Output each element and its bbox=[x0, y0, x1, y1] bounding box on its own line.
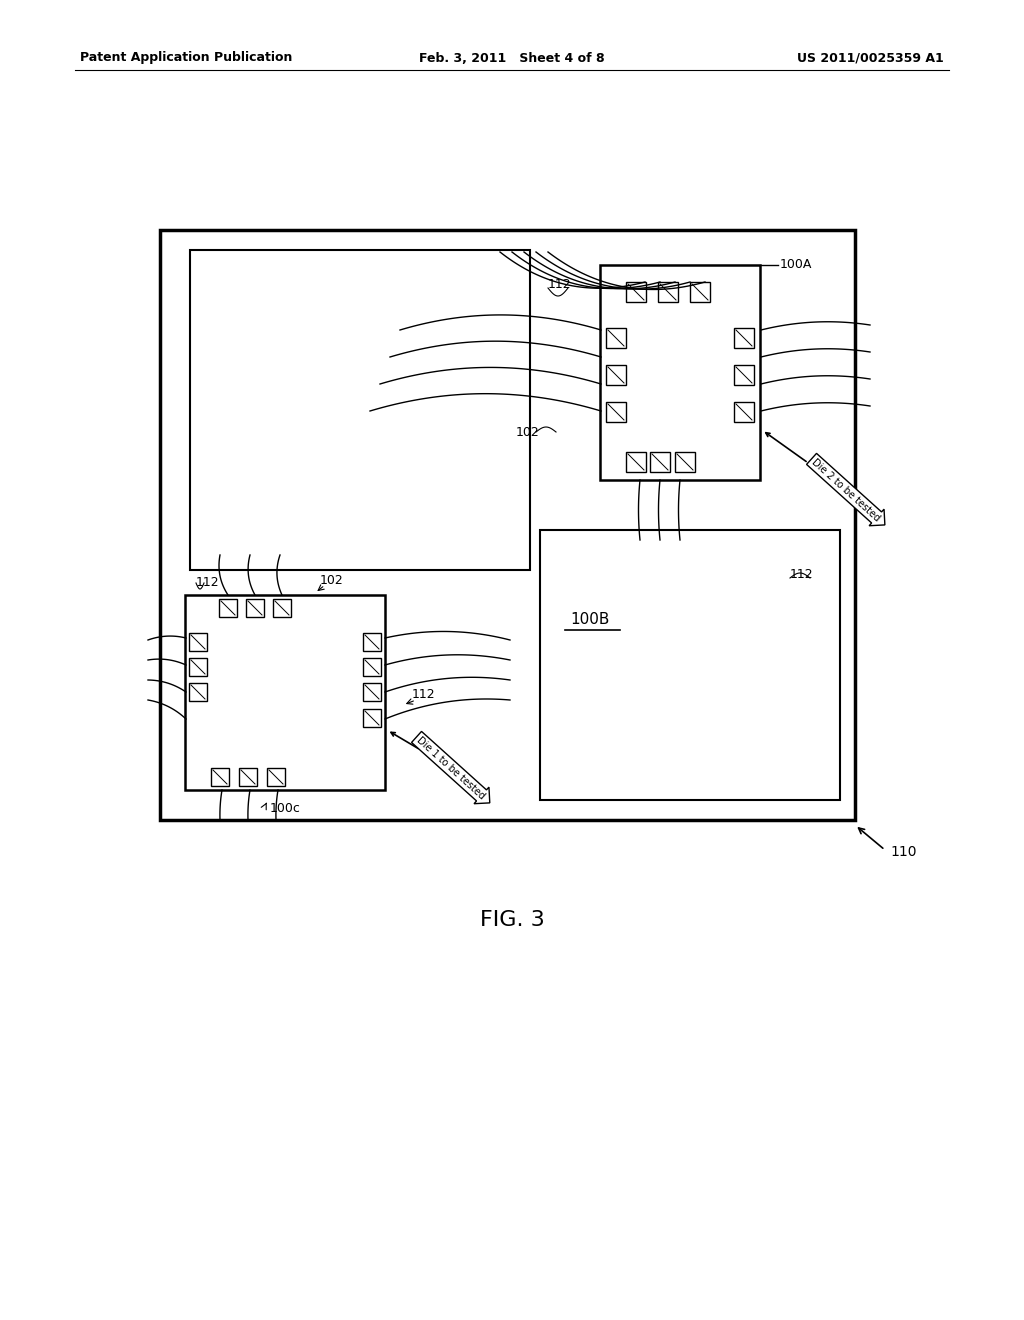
Bar bbox=[219, 599, 237, 616]
Bar bbox=[189, 657, 207, 676]
Bar bbox=[273, 599, 291, 616]
Bar bbox=[362, 634, 381, 651]
Text: 102: 102 bbox=[516, 425, 540, 438]
Bar bbox=[690, 282, 710, 302]
Bar bbox=[362, 709, 381, 727]
Text: US 2011/0025359 A1: US 2011/0025359 A1 bbox=[798, 51, 944, 65]
Bar bbox=[239, 768, 257, 785]
Text: 112: 112 bbox=[548, 279, 571, 292]
Text: 112: 112 bbox=[790, 569, 814, 582]
Text: 100c: 100c bbox=[270, 801, 301, 814]
Text: FIG. 3: FIG. 3 bbox=[479, 909, 545, 931]
Bar bbox=[626, 451, 646, 473]
Text: Feb. 3, 2011   Sheet 4 of 8: Feb. 3, 2011 Sheet 4 of 8 bbox=[419, 51, 605, 65]
Bar bbox=[362, 682, 381, 701]
Bar bbox=[185, 595, 385, 789]
Text: 102: 102 bbox=[319, 573, 344, 586]
Text: Patent Application Publication: Patent Application Publication bbox=[80, 51, 293, 65]
Bar bbox=[734, 366, 754, 385]
Bar bbox=[606, 366, 626, 385]
Text: 112: 112 bbox=[412, 689, 435, 701]
Text: Die 1 to be tested: Die 1 to be tested bbox=[391, 733, 487, 801]
Bar bbox=[189, 634, 207, 651]
Bar bbox=[600, 265, 760, 480]
Bar bbox=[675, 451, 695, 473]
Bar bbox=[650, 451, 670, 473]
Bar bbox=[160, 230, 855, 820]
Text: 100A: 100A bbox=[780, 259, 812, 272]
Bar bbox=[190, 249, 530, 570]
Bar bbox=[246, 599, 264, 616]
Bar bbox=[626, 282, 646, 302]
Text: 112: 112 bbox=[196, 577, 219, 590]
Text: 100B: 100B bbox=[570, 612, 609, 627]
Bar bbox=[540, 531, 840, 800]
Bar bbox=[211, 768, 229, 785]
Bar bbox=[189, 682, 207, 701]
Bar bbox=[606, 403, 626, 422]
Bar bbox=[362, 657, 381, 676]
Bar bbox=[734, 403, 754, 422]
Bar bbox=[606, 327, 626, 348]
Text: 110: 110 bbox=[890, 845, 916, 859]
Bar bbox=[734, 327, 754, 348]
Bar bbox=[267, 768, 285, 785]
Bar bbox=[658, 282, 678, 302]
Text: Die 2 to be tested: Die 2 to be tested bbox=[766, 433, 883, 523]
